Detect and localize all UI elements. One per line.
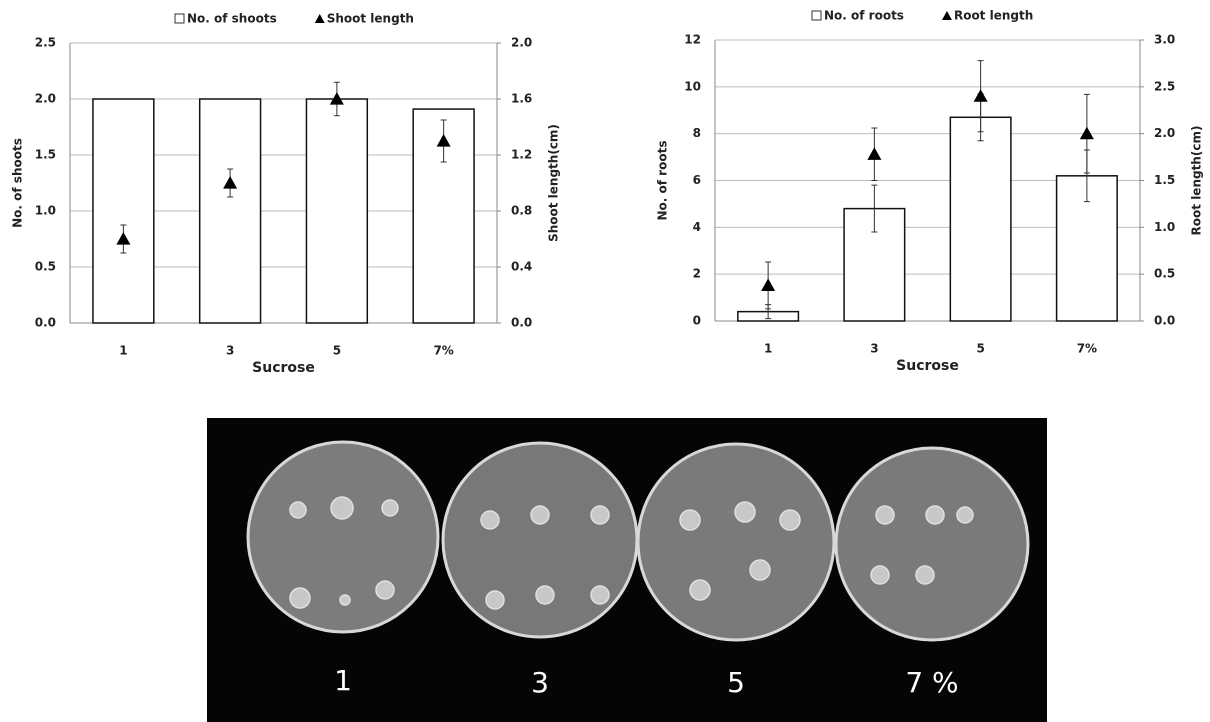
- marker: [761, 278, 776, 292]
- y2-tick-label: 2.0: [1154, 126, 1175, 140]
- y-tick-label: 0.0: [35, 316, 56, 330]
- marker: [867, 147, 882, 160]
- legend-label: No. of shoots: [187, 12, 277, 26]
- y2-tick-label: 2.0: [511, 36, 532, 50]
- y-axis-title: No. of roots: [656, 141, 670, 221]
- y-tick-label: 0: [693, 314, 701, 328]
- legend-label: No. of roots: [824, 9, 904, 23]
- x-axis-title: Sucrose: [252, 360, 315, 376]
- bar: [305, 98, 369, 324]
- y2-tick-label: 0.4: [511, 260, 532, 274]
- marker: [329, 92, 344, 105]
- x-tick-label: 3: [226, 344, 234, 358]
- y2-axis-title: Shoot length(cm): [547, 124, 561, 242]
- y2-tick-label: 1.6: [511, 92, 532, 106]
- photo-label: 1: [334, 664, 352, 697]
- bar: [92, 98, 155, 324]
- x-tick-label: 7%: [1077, 342, 1097, 356]
- y2-tick-label: 3.0: [1154, 33, 1175, 47]
- x-tick-label: 5: [333, 344, 341, 358]
- y-tick-label: 0.5: [35, 260, 56, 274]
- y-axis-title: No. of shoots: [11, 138, 25, 228]
- marker: [436, 134, 451, 147]
- bar: [198, 98, 262, 324]
- legend-swatch: [174, 13, 185, 24]
- marker: [116, 232, 131, 245]
- error-bar: [871, 184, 878, 233]
- y-tick-label: 4: [693, 220, 701, 234]
- x-tick-label: 1: [119, 344, 127, 358]
- y-tick-label: 1.5: [35, 148, 56, 162]
- x-axis-title: Sucrose: [896, 358, 959, 374]
- legend-swatch: [941, 11, 952, 20]
- y2-tick-label: 0.0: [511, 316, 532, 330]
- y-tick-label: 12: [684, 33, 701, 47]
- seedlings: [289, 496, 974, 610]
- marker: [973, 89, 988, 102]
- x-tick-label: 1: [764, 342, 772, 356]
- y-tick-label: 10: [684, 79, 701, 93]
- x-tick-label: 3: [870, 342, 878, 356]
- y-tick-label: 2: [693, 267, 701, 281]
- y2-tick-label: 1.0: [1154, 220, 1175, 234]
- y-tick-label: 2.5: [35, 36, 56, 50]
- y2-tick-label: 0.8: [511, 204, 532, 218]
- marker: [1079, 126, 1094, 140]
- y-tick-label: 1.0: [35, 204, 56, 218]
- photo-label: 3: [531, 666, 549, 699]
- legend-swatch: [314, 14, 325, 23]
- y2-tick-label: 1.2: [511, 148, 532, 162]
- y-tick-label: 2.0: [35, 92, 56, 106]
- bar: [949, 116, 1012, 322]
- marker: [223, 176, 238, 189]
- legend-label: Shoot length: [327, 12, 414, 26]
- photo-label: 5: [727, 666, 745, 699]
- y2-tick-label: 1.5: [1154, 173, 1175, 187]
- legend-swatch: [811, 10, 822, 21]
- x-tick-label: 5: [976, 342, 984, 356]
- y-tick-label: 8: [693, 126, 701, 140]
- y2-tick-label: 2.5: [1154, 79, 1175, 93]
- y2-tick-label: 0.0: [1154, 314, 1175, 328]
- legend-label: Root length: [954, 9, 1033, 23]
- y2-tick-label: 0.5: [1154, 267, 1175, 281]
- y2-axis-title: Root length(cm): [1190, 126, 1204, 236]
- y-tick-label: 6: [693, 173, 701, 187]
- photo-label: 7 %: [905, 666, 958, 699]
- x-tick-label: 7%: [433, 344, 453, 358]
